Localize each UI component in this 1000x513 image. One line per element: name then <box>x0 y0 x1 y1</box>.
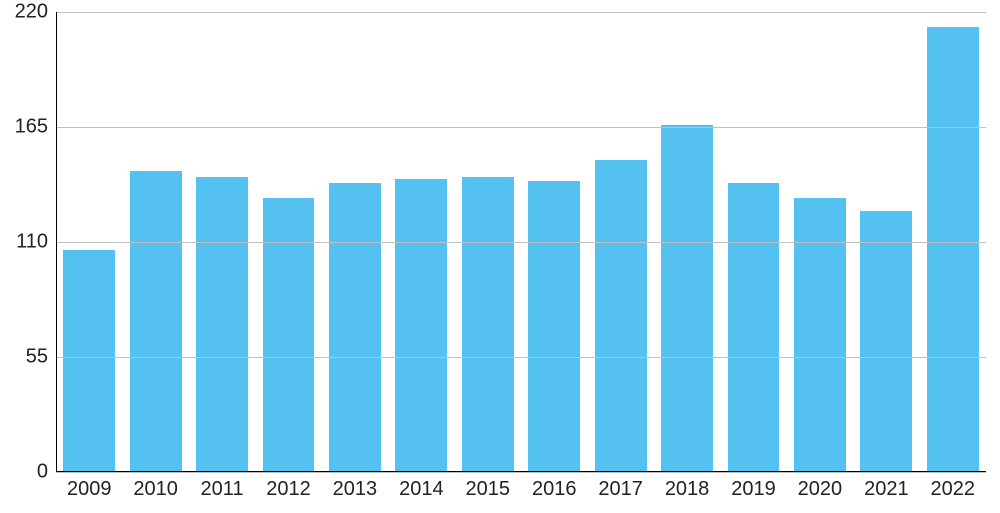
bar <box>329 183 381 472</box>
x-tick-label: 2013 <box>333 472 378 501</box>
x-tick-label: 2014 <box>399 472 444 501</box>
plot-area: 0551101652202009201020112012201320142015… <box>56 12 986 472</box>
bar <box>130 171 182 472</box>
bar <box>528 181 580 472</box>
x-tick-label: 2015 <box>466 472 511 501</box>
x-tick-label: 2009 <box>67 472 112 501</box>
gridline <box>56 242 986 243</box>
bar <box>661 125 713 472</box>
bar <box>927 27 979 472</box>
y-tick-label: 55 <box>26 346 56 369</box>
x-axis-line <box>56 471 986 472</box>
x-tick-label: 2021 <box>864 472 909 501</box>
y-axis-line <box>56 12 57 472</box>
bar <box>794 198 846 472</box>
x-tick-label: 2018 <box>665 472 710 501</box>
x-tick-label: 2012 <box>266 472 311 501</box>
bar <box>263 198 315 472</box>
bar <box>728 183 780 472</box>
bar <box>462 177 514 472</box>
x-tick-label: 2016 <box>532 472 577 501</box>
x-tick-label: 2011 <box>201 472 244 501</box>
x-tick-label: 2022 <box>931 472 976 501</box>
bar <box>595 160 647 472</box>
y-tick-label: 220 <box>15 1 56 24</box>
bar <box>860 211 912 472</box>
x-tick-label: 2017 <box>598 472 643 501</box>
gridline <box>56 12 986 13</box>
x-tick-label: 2010 <box>133 472 178 501</box>
bar <box>63 250 115 472</box>
x-tick-label: 2020 <box>798 472 843 501</box>
x-tick-label: 2019 <box>731 472 776 501</box>
bar-chart: 0 55 110 165 220 2009 2010 2011 2012 2013 2014 2015… <box>0 0 1000 513</box>
y-tick-label: 110 <box>16 231 56 254</box>
gridline <box>56 357 986 358</box>
y-tick-label: 0 <box>37 461 56 484</box>
bar <box>196 177 248 472</box>
gridline <box>56 127 986 128</box>
bar <box>395 179 447 472</box>
y-tick-label: 165 <box>15 116 56 139</box>
